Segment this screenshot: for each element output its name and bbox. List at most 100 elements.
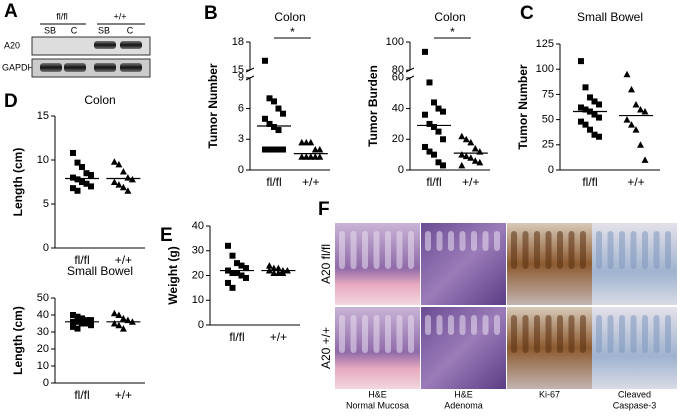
y-tick-label: 60 bbox=[392, 72, 404, 84]
panel-letter: F bbox=[318, 199, 330, 220]
plot-title: Small Bowel bbox=[67, 264, 133, 278]
y-tick-label: 30 bbox=[192, 245, 204, 257]
x-tick-label: fl/fl bbox=[74, 253, 89, 267]
data-point bbox=[623, 116, 631, 123]
data-point bbox=[632, 126, 640, 133]
plot-title: Small Bowel bbox=[577, 10, 643, 24]
crypt bbox=[408, 231, 414, 269]
data-point bbox=[229, 270, 236, 277]
crypt bbox=[580, 315, 586, 353]
data-point bbox=[119, 183, 127, 191]
y-tick-label: 100 bbox=[386, 36, 404, 48]
data-point bbox=[591, 131, 598, 138]
data-point bbox=[124, 187, 132, 194]
data-point bbox=[266, 146, 273, 153]
crypt bbox=[339, 231, 345, 269]
y-tick-label: 15 bbox=[37, 110, 49, 122]
data-point bbox=[70, 149, 76, 156]
panel-letter: C bbox=[520, 3, 534, 24]
x-tick-label: +/+ bbox=[115, 388, 132, 402]
crypt bbox=[534, 315, 540, 353]
data-point bbox=[70, 323, 76, 330]
data-point bbox=[426, 148, 433, 155]
blot bbox=[31, 58, 151, 78]
data-point bbox=[280, 110, 286, 117]
data-point bbox=[431, 99, 437, 106]
y-tick-label: 50 bbox=[542, 114, 554, 126]
crypt bbox=[511, 315, 517, 353]
data-point bbox=[271, 146, 277, 153]
data-point bbox=[70, 185, 76, 192]
y-tick-label: 25 bbox=[542, 139, 554, 151]
y-tick-label: 0 bbox=[198, 319, 204, 331]
data-point bbox=[431, 151, 437, 158]
data-point bbox=[88, 183, 94, 190]
y-tick-label: 0 bbox=[548, 164, 554, 176]
data-point bbox=[578, 104, 584, 111]
data-point bbox=[79, 315, 85, 322]
y-tick-label: 20 bbox=[392, 133, 404, 145]
crypt bbox=[630, 231, 637, 269]
lane-label: SB bbox=[44, 25, 56, 35]
data-point bbox=[271, 123, 277, 130]
crypt bbox=[607, 231, 614, 269]
crypt bbox=[494, 231, 500, 251]
crypt bbox=[607, 315, 614, 353]
data-point bbox=[316, 146, 324, 153]
data-point bbox=[83, 320, 90, 327]
data-point bbox=[274, 264, 282, 272]
data-point bbox=[243, 274, 249, 281]
data-point bbox=[88, 317, 94, 324]
y-tick-label: 75 bbox=[542, 88, 554, 100]
panel-letter: A bbox=[4, 1, 18, 22]
data-point bbox=[270, 269, 278, 277]
y-tick-label: 50 bbox=[37, 292, 49, 304]
y-axis-label: Tumor Number bbox=[206, 63, 220, 148]
data-point bbox=[270, 264, 278, 272]
data-point bbox=[422, 48, 428, 55]
crypt bbox=[522, 231, 529, 269]
data-point bbox=[476, 158, 484, 166]
band bbox=[94, 63, 116, 72]
crypt bbox=[596, 231, 602, 269]
crypt bbox=[580, 231, 586, 269]
data-point bbox=[274, 269, 282, 277]
y-tick-label: 40 bbox=[37, 309, 49, 321]
data-point bbox=[623, 70, 631, 78]
data-point bbox=[119, 325, 127, 332]
data-point bbox=[74, 176, 81, 183]
data-point bbox=[422, 143, 428, 150]
data-point bbox=[458, 132, 466, 140]
data-point bbox=[440, 136, 446, 143]
crypt bbox=[665, 315, 671, 353]
x-tick-label: +/+ bbox=[462, 175, 479, 189]
data-point bbox=[124, 174, 132, 181]
y-axis-label: Length (cm) bbox=[11, 148, 25, 217]
data-point bbox=[74, 313, 81, 320]
data-point bbox=[275, 105, 282, 112]
y-tick-label: 20 bbox=[37, 343, 49, 355]
panel-letter: B bbox=[204, 3, 218, 24]
crypt bbox=[482, 231, 489, 251]
data-point bbox=[265, 262, 273, 269]
data-point bbox=[110, 158, 118, 165]
caption: Adenoma bbox=[444, 400, 483, 410]
x-tick-label: fl/fl bbox=[266, 175, 281, 189]
y-tick-label: 40 bbox=[392, 102, 404, 114]
band bbox=[64, 63, 86, 72]
data-point bbox=[426, 120, 433, 127]
lane-label: C bbox=[127, 25, 134, 35]
data-point bbox=[578, 118, 584, 125]
data-point bbox=[128, 175, 136, 183]
y-tick-label: 40 bbox=[192, 220, 204, 232]
data-point bbox=[458, 161, 466, 169]
crypt bbox=[350, 315, 357, 353]
data-point bbox=[275, 127, 282, 134]
crypt bbox=[642, 315, 648, 353]
data-point bbox=[229, 252, 236, 259]
crypt bbox=[653, 231, 660, 269]
y-axis-label: Tumor Number bbox=[516, 64, 530, 149]
x-tick-label: +/+ bbox=[627, 175, 644, 189]
data-point bbox=[462, 135, 470, 143]
data-point bbox=[262, 115, 268, 122]
